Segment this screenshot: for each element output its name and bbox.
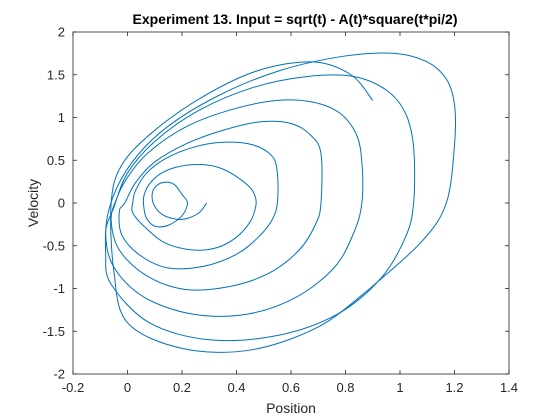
x-tick-label: 0 — [124, 380, 131, 395]
x-tick-label: 0.2 — [173, 380, 191, 395]
trajectory-line-1 — [110, 61, 374, 353]
y-tick-label: 2 — [58, 25, 65, 40]
trajectory-layer — [104, 52, 457, 353]
x-tick-label: 0.6 — [282, 380, 300, 395]
y-axis-ticks: -2 -1.5 -1 -0.5 0 0.5 1 1.5 2 — [43, 25, 509, 382]
y-tick-label: -2 — [53, 367, 65, 382]
x-axis-label: Position — [266, 400, 316, 416]
y-tick-label: -1.5 — [43, 324, 65, 339]
trajectory-line-0 — [104, 52, 457, 342]
y-tick-label: 1 — [58, 110, 65, 125]
plot-area — [73, 32, 509, 374]
y-tick-label: 1.5 — [47, 67, 65, 82]
y-axis-label: Velocity — [25, 179, 41, 227]
x-tick-label: 1.2 — [445, 380, 463, 395]
y-tick-label: 0.5 — [47, 153, 65, 168]
x-tick-label: 1.4 — [500, 380, 518, 395]
x-tick-label: 0.8 — [336, 380, 354, 395]
x-tick-label: -0.2 — [62, 380, 84, 395]
y-tick-label: -0.5 — [43, 238, 65, 253]
x-tick-label: 0.4 — [227, 380, 245, 395]
x-tick-label: 1 — [396, 380, 403, 395]
x-axis-ticks: -0.2 0 0.2 0.4 0.6 0.8 1 1.2 1.4 — [62, 32, 518, 395]
y-tick-label: -1 — [53, 281, 65, 296]
chart-title: Experiment 13. Input = sqrt(t) - A(t)*sq… — [132, 11, 457, 27]
y-tick-label: 0 — [58, 196, 65, 211]
